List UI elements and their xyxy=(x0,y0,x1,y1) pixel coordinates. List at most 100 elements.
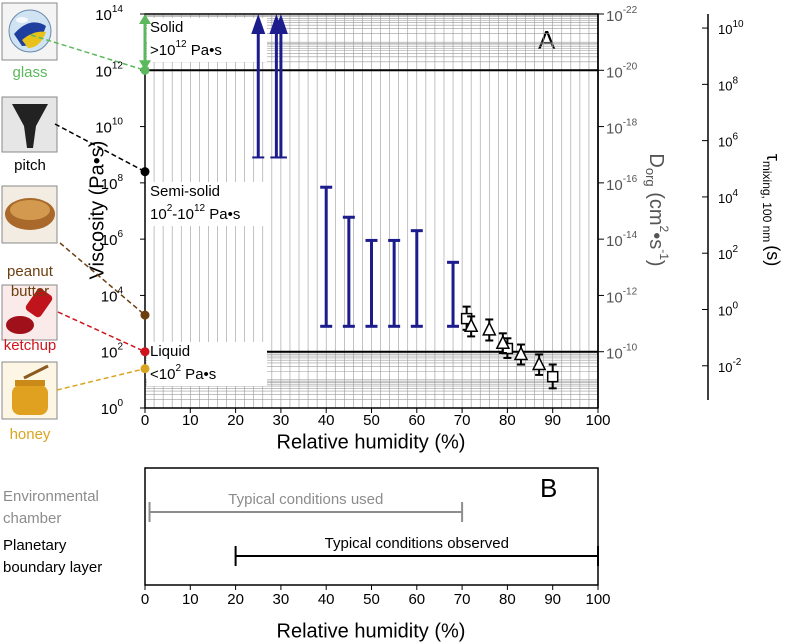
region-detail-part: Pa•s xyxy=(181,366,216,383)
y2-tick-label: 10-14 xyxy=(606,230,638,250)
arrow-head xyxy=(273,14,288,34)
region-detail-part: 2 xyxy=(175,363,181,374)
panel-b: 0 10 20 30 40 50 60 70 80 90 100 Environmental chamb… xyxy=(3,467,611,608)
y-tick-label-part: 10 xyxy=(101,345,118,362)
range-label: Typical conditions used xyxy=(228,491,383,508)
region-detail-part: 2 xyxy=(167,203,173,214)
triangle-point xyxy=(531,355,547,371)
y2-tick-label-part: -16 xyxy=(623,173,638,184)
y3-tick-label-part: 10 xyxy=(718,191,732,206)
x-tick-label: 10 xyxy=(182,412,199,429)
region-detail-part: >10 xyxy=(150,42,175,59)
y-tick-label: 102 xyxy=(101,341,124,361)
x-tick-label: 60 xyxy=(408,591,425,608)
x-tick-label: 40 xyxy=(318,412,335,429)
y-tick-label-part: 8 xyxy=(117,172,123,183)
material-point xyxy=(140,347,150,357)
x-tick-label: 100 xyxy=(585,412,610,429)
region-detail: 102-1012 Pa•s xyxy=(150,203,240,223)
y3-tick-label: 106 xyxy=(718,131,738,150)
region-label: Solid xyxy=(150,19,183,36)
y-tick-label-part: 10 xyxy=(101,176,118,193)
y-tick-label: 1010 xyxy=(95,116,123,136)
panel-a: 0 10 20 30 40 50 60 70 80 90 100SolidSemi-solidLiq… xyxy=(4,13,709,443)
y2-title-part: -1 xyxy=(657,249,671,260)
arrow-head xyxy=(139,14,151,24)
y-tick-label: 106 xyxy=(101,229,124,249)
y3-tick-label-part: 10 xyxy=(718,360,732,375)
region-detail-part: Pa•s xyxy=(187,42,222,59)
triangle-point xyxy=(463,317,479,333)
y2-tick-label-part: -20 xyxy=(623,61,638,72)
y2-title-part: ) xyxy=(645,260,667,267)
x-tick-label: 50 xyxy=(363,591,380,608)
y3-tick-label-part: -2 xyxy=(732,356,741,367)
y2-tick-label: 10-22 xyxy=(606,5,638,25)
region-detail: <102 Pa•s xyxy=(150,363,216,383)
square-point xyxy=(546,370,559,383)
y2-tick-label: 10-18 xyxy=(606,117,638,137)
material-point xyxy=(140,167,150,177)
y3-tick-label-part: 8 xyxy=(732,75,738,86)
material-label: pitch xyxy=(14,157,46,174)
y-tick-label-part: 12 xyxy=(112,60,124,71)
y-tick-label-part: 10 xyxy=(95,7,112,24)
y3-tick-label: 102 xyxy=(718,244,738,263)
y-tick-label-part: 10 xyxy=(112,116,124,127)
y-axis-title: Viscosity (Pa•s) xyxy=(86,141,108,280)
y-tick-label-part: 2 xyxy=(117,341,123,352)
y-tick-label: 1012 xyxy=(95,60,123,80)
y-tick-label-part: 14 xyxy=(112,4,124,15)
y2-tick-label-part: -10 xyxy=(623,342,638,353)
region-detail-part: <10 xyxy=(150,366,175,383)
y3-tick-label-part: 10 xyxy=(718,304,732,319)
y-tick-label-part: 0 xyxy=(117,398,123,409)
region-detail: >1012 Pa•s xyxy=(150,39,222,59)
y2-tick-label-part: -18 xyxy=(623,117,638,128)
material-label: ketchup xyxy=(4,337,57,354)
y-tick-label: 108 xyxy=(101,172,124,192)
x-tick-label: 10 xyxy=(182,591,199,608)
x-axis-title: Relative humidity (%) xyxy=(277,431,466,453)
y2-tick-label-part: -12 xyxy=(623,286,638,297)
region-detail-part: Pa•s xyxy=(205,206,240,223)
y3-tick-label: 100 xyxy=(718,300,738,319)
range-label: Typical conditions observed xyxy=(325,535,509,552)
material-connector xyxy=(54,123,146,173)
x-tick-label: 80 xyxy=(499,412,516,429)
y3-tick-label-part: 10 xyxy=(718,23,732,38)
panel-label: A xyxy=(538,25,556,55)
y2-tick-label: 10-12 xyxy=(606,286,638,306)
region-detail-part: -10 xyxy=(172,206,194,223)
y3-tick-label-part: 10 xyxy=(718,79,732,94)
ketchup-icon xyxy=(1,284,58,341)
y3-tick-label-part: 4 xyxy=(732,188,738,199)
x-tick-label: 90 xyxy=(544,412,561,429)
plot-frame xyxy=(144,467,599,586)
y2-title-part: (cm xyxy=(645,187,667,226)
y3-title-part: mixing, 100 nm xyxy=(760,161,774,242)
x-tick-label: 90 xyxy=(544,591,561,608)
x-tick-label: 30 xyxy=(273,591,290,608)
y3-tick-label-part: 10 xyxy=(732,19,744,30)
region-label: Liquid xyxy=(150,343,190,360)
y2-title-part: •s xyxy=(645,232,667,249)
material-point xyxy=(140,364,150,374)
y2-tick-label-part: 10 xyxy=(606,346,623,363)
material-connector xyxy=(59,242,146,316)
region-detail-part: 12 xyxy=(194,203,206,214)
y3-tick-label-part: 0 xyxy=(732,300,738,311)
y-tick-label-part: 10 xyxy=(101,401,118,418)
y3-title-part: (s) xyxy=(763,245,783,266)
y2-title-part: 2 xyxy=(657,226,671,233)
y2-title-part: D xyxy=(645,153,667,167)
y-tick-label-part: 10 xyxy=(101,288,118,305)
x-tick-label: 20 xyxy=(227,412,244,429)
row-name: chamber xyxy=(3,510,61,527)
material-point xyxy=(140,310,150,320)
triangle-point xyxy=(513,345,529,361)
y2-tick-label-part: 10 xyxy=(606,233,623,250)
y3-tick-label: 10-2 xyxy=(718,356,742,375)
x-tick-label: 70 xyxy=(454,591,471,608)
y3-tick-label-part: 10 xyxy=(718,248,732,263)
